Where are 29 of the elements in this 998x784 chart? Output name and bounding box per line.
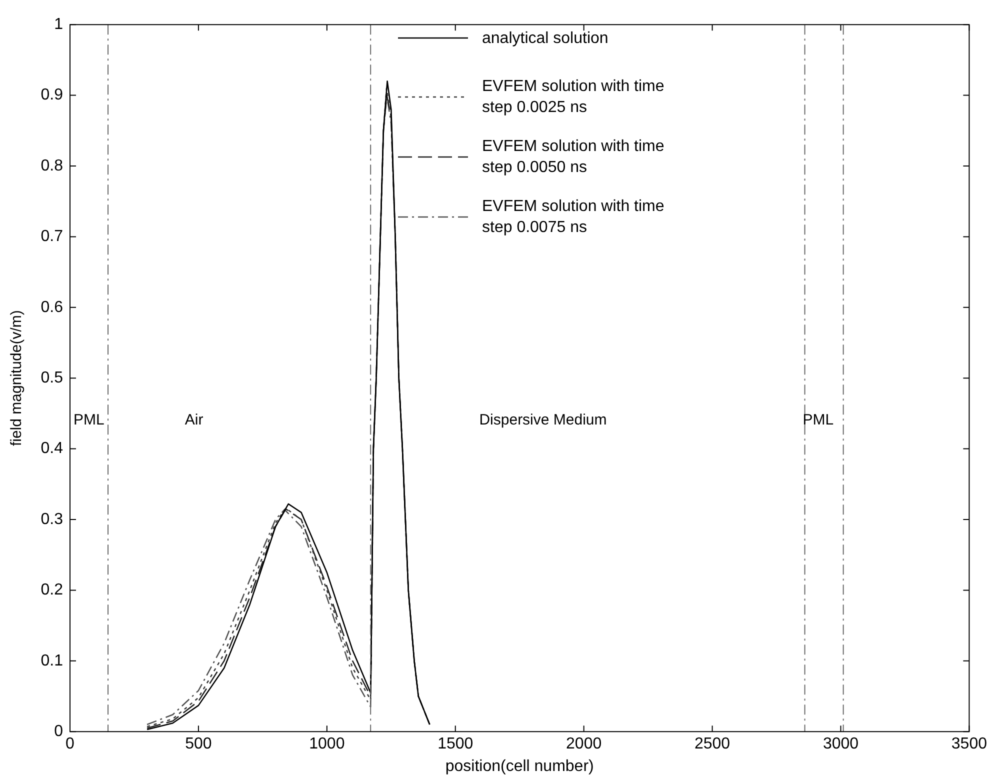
legend-label: EVFEM solution with time step 0.0025 ns xyxy=(482,77,666,118)
x-axis-title: position(cell number) xyxy=(445,758,594,775)
x-tick-label: 3000 xyxy=(822,736,859,753)
legend-label: EVFEM solution with time step 0.0075 ns xyxy=(482,197,666,238)
x-tick-label: 0 xyxy=(66,736,75,753)
x-tick-label: 1500 xyxy=(438,736,474,753)
annotation: Dispersive Medium xyxy=(479,412,607,429)
x-tick-label: 500 xyxy=(185,736,212,753)
y-tick-label: 0.6 xyxy=(40,298,64,316)
y-tick-label: 0.4 xyxy=(40,440,64,458)
y-tick-label: 0 xyxy=(54,723,64,740)
annotation: Air xyxy=(184,412,204,429)
y-tick-label: 1 xyxy=(54,16,64,34)
x-tick-label: 1000 xyxy=(309,736,345,753)
y-axis-title: field magnitude(v/m) xyxy=(8,310,26,446)
legend-label: EVFEM solution with time step 0.0050 ns xyxy=(482,137,666,178)
y-tick-label: 0.5 xyxy=(40,370,64,387)
legend-label: analytical solution xyxy=(482,28,610,48)
annotation: PML xyxy=(802,412,834,429)
y-tick-label: 0.8 xyxy=(40,157,64,174)
y-tick-label: 0.9 xyxy=(40,86,64,104)
annotation: PML xyxy=(73,412,104,429)
x-tick-label: 3500 xyxy=(951,736,988,753)
y-tick-label: 0.3 xyxy=(40,510,64,528)
y-tick-label: 0.1 xyxy=(40,652,64,670)
y-tick-label: 0.2 xyxy=(40,582,64,599)
x-tick-label: 2000 xyxy=(566,736,602,753)
x-tick-label: 2500 xyxy=(694,736,730,753)
y-tick-label: 0.7 xyxy=(40,228,64,246)
